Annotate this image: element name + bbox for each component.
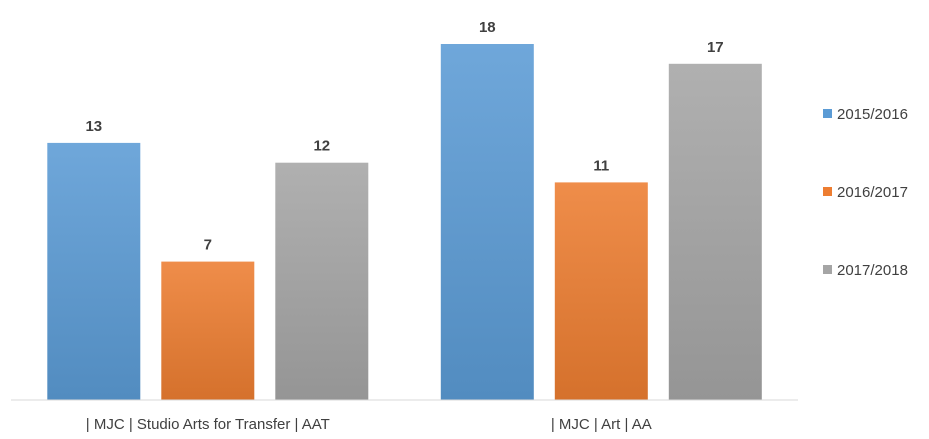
legend: 2015/2016 2016/2017 2017/2018 (823, 106, 908, 279)
category-label-1: | MJC | Art | AA (551, 416, 652, 433)
bar-2015-2016-cat-0 (47, 143, 140, 400)
bar-2017-2018-cat-1 (669, 64, 762, 400)
data-label-2015-2016-cat-1: 18 (479, 19, 496, 36)
data-label-2016-2017-cat-1: 11 (593, 157, 609, 174)
category-label-0: | MJC | Studio Arts for Transfer | AAT (86, 416, 330, 433)
data-label-2015-2016-cat-0: 13 (85, 118, 102, 135)
bar-2016-2017-cat-1 (555, 182, 648, 400)
legend-label-2015-2016: 2015/2016 (837, 106, 908, 123)
category-labels-layer: | MJC | Studio Arts for Transfer | AAT | … (86, 416, 652, 433)
bar-2015-2016-cat-1 (441, 44, 534, 400)
legend-swatch-2016-2017 (823, 187, 832, 196)
data-label-2017-2018-cat-0: 12 (313, 138, 330, 155)
data-label-2016-2017-cat-0: 7 (204, 237, 212, 254)
bar-2016-2017-cat-0 (161, 262, 254, 400)
legend-label-2016-2017: 2016/2017 (837, 184, 908, 201)
data-label-2017-2018-cat-1: 17 (707, 39, 724, 56)
legend-swatch-2015-2016 (823, 109, 832, 118)
legend-swatch-2017-2018 (823, 265, 832, 274)
bar-2017-2018-cat-0 (275, 163, 368, 400)
bars-layer (47, 44, 762, 400)
legend-label-2017-2018: 2017/2018 (837, 262, 908, 279)
